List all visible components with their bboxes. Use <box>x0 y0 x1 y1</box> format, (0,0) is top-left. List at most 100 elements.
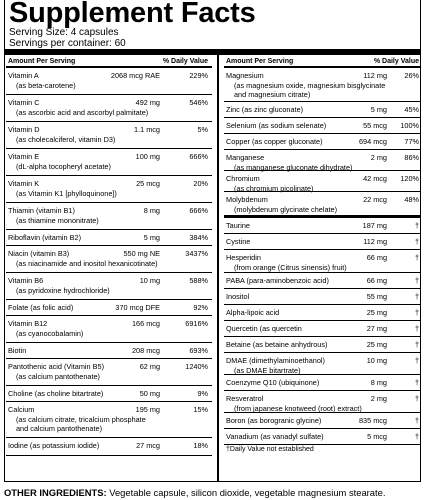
nutrient-source: (as niacinamide and inositol hexanicotin… <box>16 259 158 268</box>
nutrient-dv: † <box>414 340 419 349</box>
nutrient-dv: 45% <box>404 105 419 114</box>
dv-header: % Daily Value <box>373 58 419 65</box>
nutrient-name: PABA (para-aminobenzoic acid) <box>226 276 329 285</box>
nutrient-amount: 25 mg <box>366 308 387 317</box>
nutrient-row: Manganese 2 mg 86% (as manganese gluconate … <box>224 150 421 172</box>
nutrient-name: Boron (as borogranic glycine) <box>226 416 322 425</box>
nutrient-dv: † <box>414 221 419 230</box>
nutrient-dv: † <box>414 276 419 285</box>
left-header: Amount Per Serving % Daily Value <box>6 55 212 68</box>
nutrient-amount: 8 mg <box>370 378 387 387</box>
nutrient-row: Resveratrol 2 mg † (from japanese knotweed … <box>224 391 421 413</box>
nutrient-amount: 195 mg <box>135 405 160 414</box>
nutrient-amount: 550 mg NE <box>123 249 160 258</box>
nutrient-row: Vitamin C 492 mg 546% (as ascorbic acid and… <box>6 95 212 122</box>
nutrient-dv: † <box>414 292 419 301</box>
nutrient-amount: 55 mcg <box>363 121 387 130</box>
nutrient-name: Quercetin (as quercetin <box>226 324 302 333</box>
nutrient-name: Vitamin B6 <box>8 276 44 285</box>
nutrient-dv: 20% <box>193 179 208 188</box>
nutrient-dv: 384% <box>189 233 208 242</box>
nutrient-amount: 66 mg <box>366 253 387 262</box>
nutrient-amount: 25 mcg <box>136 179 160 188</box>
nutrient-dv: 229% <box>189 71 208 80</box>
nutrient-name: Hesperidin <box>226 253 261 262</box>
nutrient-dv: 588% <box>189 276 208 285</box>
nutrient-amount: 27 mcg <box>136 441 160 450</box>
footnote: †Daily Value not established <box>226 446 314 453</box>
nutrient-name: Cystine <box>226 237 251 246</box>
nutrient-row: Chromium 42 mcg 120% (as chromium picolinat… <box>224 171 421 193</box>
nutrient-amount: 27 mg <box>366 324 387 333</box>
nutrient-dv: 15% <box>193 405 208 414</box>
nutrient-source: and magnesium citrate) <box>234 90 311 99</box>
nutrient-amount: 112 mg <box>363 237 387 246</box>
nutrient-amount: 5 mg <box>143 233 160 242</box>
thick-rule <box>5 49 420 55</box>
nutrient-name: Vitamin C <box>8 98 40 107</box>
nutrient-name: Niacin (vitamin B3) <box>8 249 70 258</box>
nutrient-row: Betaine (as betaine anhydrous) 25 mg † <box>224 337 421 353</box>
nutrient-source: (as beta-carotene) <box>16 81 76 90</box>
nutrient-name: Chromium <box>226 174 260 183</box>
nutrient-name: Pantothenic acid (Vitamin B5) <box>8 362 104 371</box>
nutrient-source: (as manganese gluconate dihydrate) <box>234 163 353 172</box>
nutrient-dv: 546% <box>189 98 208 107</box>
nutrient-name: Iodine (as potassium iodide) <box>8 441 100 450</box>
amount-header: Amount Per Serving <box>226 58 294 65</box>
servings-per-container: Servings per container: 60 <box>9 38 126 49</box>
nutrient-amount: 492 mg <box>135 98 160 107</box>
nutrient-name: Resveratrol <box>226 394 264 403</box>
nutrient-amount: 100 mg <box>135 152 160 161</box>
nutrient-row: Biotin 208 mcg 693% <box>6 343 212 359</box>
nutrient-source: (from japanese knotweed (root) extract) <box>234 404 362 413</box>
nutrient-name: Inositol <box>226 292 250 301</box>
nutrient-row: Magnesium 112 mg 26% (as magnesium oxide, m… <box>224 68 421 102</box>
nutrient-source: and calcium pantothenate) <box>16 424 102 433</box>
nutrient-amount: 10 mg <box>139 276 160 285</box>
nutrient-dv: 3437% <box>185 249 208 258</box>
nutrient-name: Vitamin A <box>8 71 39 80</box>
nutrient-row: Calcium 195 mg 15% (as calcium citrate, tri… <box>6 402 212 438</box>
serving-size: Serving Size: 4 capsules <box>9 27 119 38</box>
nutrient-row: DMAE (dimethylaminoethanol) 10 mg † (as DMA… <box>224 353 421 375</box>
nutrient-amount: 42 mcg <box>363 174 387 183</box>
nutrient-dv: 18% <box>193 441 208 450</box>
other-ingredients-label: OTHER INGREDIENTS: <box>4 487 107 498</box>
nutrient-amount: 2068 mcg RAE <box>110 71 160 80</box>
nutrient-row: Riboflavin (vitamin B2) 5 mg 384% <box>6 230 212 246</box>
nutrient-source: (molybdenum glycinate chelate) <box>234 205 338 214</box>
panel-title: Supplement Facts <box>9 0 256 29</box>
nutrient-amount: 835 mcg <box>359 416 387 425</box>
nutrient-name: Vanadium (as vanadyl sulfate) <box>226 432 324 441</box>
nutrient-name: Vitamin B12 <box>8 319 48 328</box>
nutrient-name: Biotin <box>8 346 27 355</box>
nutrient-name: Choline (as choline bitartrate) <box>8 389 104 398</box>
nutrient-amount: 187 mg <box>362 221 387 230</box>
nutrient-row: Folate (as folic acid) 370 mcg DFE 92% <box>6 300 212 316</box>
nutrient-source: (as ascorbic acid and ascorbyl palmitate… <box>16 108 149 117</box>
nutrient-amount: 25 mg <box>366 340 387 349</box>
nutrient-source: (dL-alpha tocopheryl acetate) <box>16 162 111 171</box>
nutrient-amount: 370 mcg DFE <box>115 303 160 312</box>
nutrient-name: Manganese <box>226 153 265 162</box>
nutrient-amount: 66 mg <box>366 276 387 285</box>
nutrient-amount: 5 mcg <box>367 432 387 441</box>
nutrient-amount: 112 mg <box>363 71 387 80</box>
nutrient-row: Choline (as choline bitartrate) 50 mg 9% <box>6 386 212 402</box>
nutrient-dv: † <box>414 253 419 262</box>
nutrient-row: Vitamin B12 166 mcg 6916% (as cyanocobalami… <box>6 316 212 343</box>
nutrient-amount: 5 mg <box>370 105 387 114</box>
nutrient-name: Molybdenum <box>226 195 268 204</box>
nutrient-dv: † <box>414 416 419 425</box>
nutrient-dv: 1240% <box>185 362 208 371</box>
nutrient-name: Magnesium <box>226 71 264 80</box>
nutrient-name: Alpha-lipoic acid <box>226 308 280 317</box>
nutrient-dv: † <box>414 237 419 246</box>
nutrient-name: Riboflavin (vitamin B2) <box>8 233 81 242</box>
nutrient-amount: 2 mg <box>370 394 387 403</box>
other-ingredients-text: Vegetable capsule, silicon dioxide, vege… <box>106 487 386 498</box>
nutrient-dv: 666% <box>189 206 208 215</box>
nutrient-row: Thiamin (vitamin B1) 8 mg 666% (as thiamine… <box>6 203 212 230</box>
nutrient-amount: 50 mg <box>139 389 160 398</box>
